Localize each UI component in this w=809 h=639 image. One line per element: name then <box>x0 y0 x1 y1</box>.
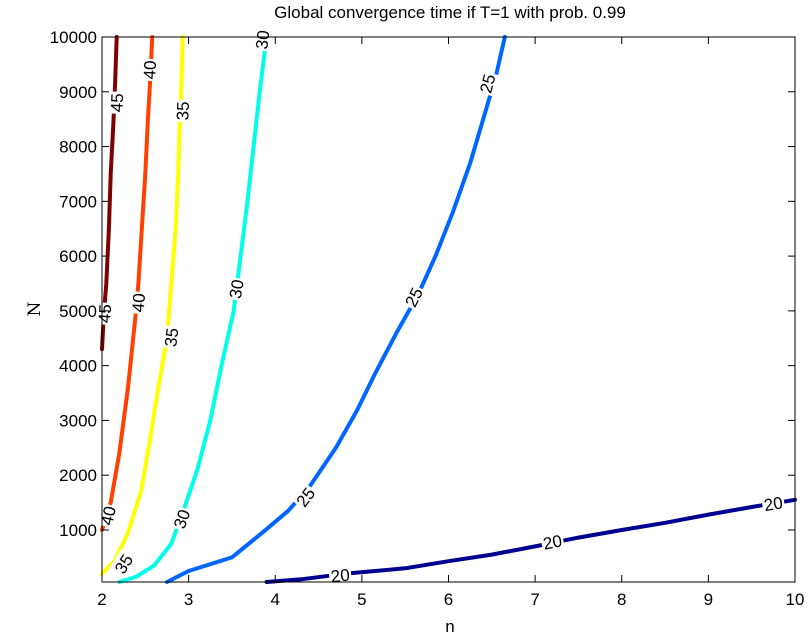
contour-label-gap <box>251 27 274 52</box>
contour-label-gap <box>399 282 428 312</box>
contour-label-group: 35 <box>109 549 139 579</box>
contour-label-gap <box>539 530 566 554</box>
contour-label-gap <box>93 301 116 326</box>
contour-label-gap <box>168 505 195 533</box>
contour-label-35: 35 <box>161 327 182 348</box>
contour-label-group: 45 <box>106 91 128 115</box>
x-tick-label: 5 <box>357 590 366 609</box>
contour-label-gap <box>172 99 193 123</box>
plot-frame <box>101 36 796 583</box>
contour-line-25 <box>165 35 507 584</box>
y-tick-label: 9000 <box>59 83 97 102</box>
contour-lines <box>100 35 797 584</box>
contour-label-group: 45 <box>93 301 116 326</box>
contour-label-25: 25 <box>401 285 427 310</box>
contour-label-25: 25 <box>293 484 320 511</box>
y-tick-label: 8000 <box>59 138 97 157</box>
x-tick-label: 3 <box>184 590 193 609</box>
contour-label-40: 40 <box>97 504 120 527</box>
contour-line-45 <box>100 35 119 352</box>
x-tick-label: 2 <box>97 590 106 609</box>
contour-label-35: 35 <box>173 101 193 121</box>
contour-line-40 <box>100 35 155 532</box>
contour-label-group: 25 <box>290 482 321 512</box>
contour-label-gap <box>160 325 183 350</box>
contour-label-20: 20 <box>541 531 563 553</box>
y-tick-label: 4000 <box>59 357 97 376</box>
contour-label-gap <box>760 491 786 516</box>
contour-label-group: 20 <box>328 564 353 587</box>
y-tick-label: 6000 <box>59 247 97 266</box>
contour-label-group: 25 <box>475 70 500 97</box>
contour-label-25: 25 <box>476 72 499 95</box>
contour-label-30: 30 <box>226 278 248 300</box>
contour-label-group: 35 <box>160 325 183 350</box>
contour-label-gap <box>106 91 128 115</box>
contour-label-gap <box>328 564 353 587</box>
contour-label-gap <box>475 70 500 97</box>
y-axis-label: N <box>25 301 45 316</box>
contour-label-40: 40 <box>140 60 160 80</box>
chart-title: Global convergence time if T=1 with prob… <box>274 3 626 22</box>
contour-label-group: 30 <box>224 276 249 302</box>
x-tick-label: 8 <box>617 590 626 609</box>
contour-label-group: 40 <box>95 502 121 529</box>
contour-label-20: 20 <box>762 493 784 515</box>
y-tick-label: 7000 <box>59 192 97 211</box>
y-axis-ticks: 1000 2000 3000 4000 5000 6000 7000 8000 9000 1000… <box>50 28 795 540</box>
x-axis-label: n <box>445 617 454 636</box>
x-tick-label: 6 <box>444 590 453 609</box>
y-tick-label: 5000 <box>59 302 97 321</box>
y-tick-label: 2000 <box>59 466 97 485</box>
x-tick-label: 9 <box>704 590 713 609</box>
y-tick-label: 3000 <box>59 411 97 430</box>
contour-label-gap <box>127 290 150 315</box>
x-tick-label: 7 <box>530 590 539 609</box>
contour-label-45: 45 <box>107 93 127 113</box>
contour-label-35: 35 <box>111 551 137 577</box>
contour-label-30: 30 <box>252 29 273 50</box>
contour-label-group: 30 <box>168 505 195 533</box>
contour-label-group: 35 <box>172 99 193 123</box>
contour-label-gap <box>290 482 321 512</box>
contour-label-group: 40 <box>139 58 161 82</box>
contour-label-gap <box>139 58 161 82</box>
contour-label-gap <box>109 549 139 579</box>
contour-label-group: 30 <box>251 27 274 52</box>
contour-line-30 <box>117 35 269 584</box>
contour-label-45: 45 <box>95 304 115 324</box>
y-tick-label: 10000 <box>50 28 97 47</box>
contour-label-group: 20 <box>760 491 786 516</box>
y-tick-label: 1000 <box>59 521 97 540</box>
x-axis-ticks: 2 3 4 5 6 7 8 9 10 <box>97 37 804 609</box>
contour-labels: 45 45 40 40 40 35 35 35 30 30 30 25 25 25 20 20 20 <box>93 27 786 587</box>
contour-label-gap <box>224 276 249 302</box>
x-tick-label: 4 <box>271 590 280 609</box>
contour-label-group: 40 <box>127 290 150 315</box>
contour-label-20: 20 <box>330 565 351 586</box>
contour-label-group: 20 <box>539 530 566 554</box>
contour-label-40: 40 <box>129 293 149 313</box>
x-tick-label: 10 <box>786 590 805 609</box>
